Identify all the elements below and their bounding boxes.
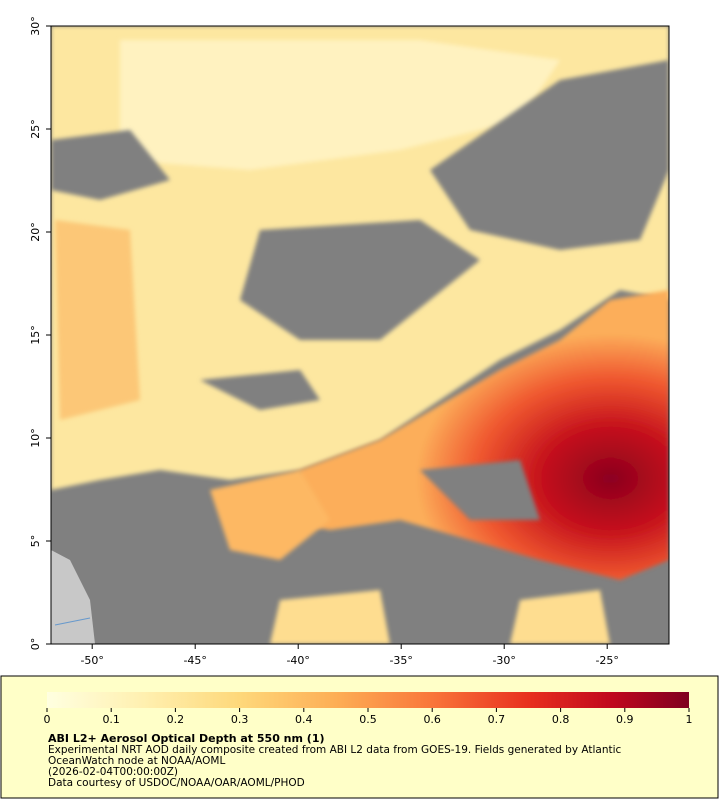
- caption-line: (2026-02-04T00:00:00Z): [48, 766, 178, 778]
- colorbar-tick-label: 1: [686, 713, 693, 726]
- x-tick-label: -35°: [389, 654, 412, 667]
- caption-line: Experimental NRT AOD daily composite cre…: [48, 744, 622, 756]
- aod-raster: [51, 26, 669, 644]
- x-tick-label: -25°: [595, 654, 618, 667]
- caption-line: Data courtesy of USDOC/NOAA/OAR/AOML/PHO…: [48, 777, 305, 789]
- y-tick-label: 5°: [29, 535, 42, 548]
- y-tick-label: 30°: [29, 16, 42, 36]
- colorbar-tick-label: 0: [44, 713, 51, 726]
- y-tick-label: 15°: [29, 325, 42, 345]
- colorbar-tick-label: 0.9: [616, 713, 634, 726]
- caption-title: ABI L2+ Aerosol Optical Depth at 550 nm …: [48, 732, 325, 745]
- y-tick-label: 25°: [29, 119, 42, 139]
- caption-line: OceanWatch node at NOAA/AOML: [48, 755, 225, 767]
- x-tick-label: -40°: [286, 654, 309, 667]
- colorbar-tick-label: 0.8: [552, 713, 570, 726]
- x-tick-label: -45°: [183, 654, 206, 667]
- colorbar: [47, 692, 689, 708]
- colorbar-tick-label: 0.2: [167, 713, 185, 726]
- x-tick-label: -50°: [80, 654, 103, 667]
- y-tick-label: 20°: [29, 222, 42, 242]
- x-tick-label: -30°: [492, 654, 515, 667]
- y-tick-label: 0°: [29, 638, 42, 651]
- colorbar-tick-label: 0.6: [423, 713, 441, 726]
- colorbar-tick-label: 0.4: [295, 713, 313, 726]
- colorbar-tick-label: 0.3: [231, 713, 249, 726]
- y-tick-label: 10°: [29, 428, 42, 448]
- colorbar-tick-label: 0.5: [359, 713, 377, 726]
- colorbar-tick-label: 0.7: [488, 713, 506, 726]
- colorbar-tick-label: 0.1: [102, 713, 120, 726]
